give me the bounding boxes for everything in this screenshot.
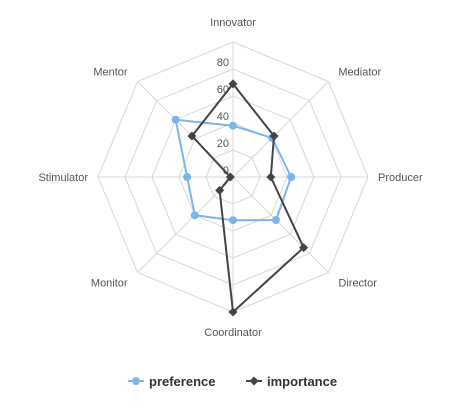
point-importance-mentor[interactable] bbox=[187, 131, 197, 141]
legend-item-preference[interactable]: preference bbox=[128, 374, 215, 389]
legend-marker-preference bbox=[132, 377, 140, 385]
point-preference-monitor[interactable] bbox=[190, 211, 199, 220]
point-preference-innovator[interactable] bbox=[229, 121, 237, 130]
grid-spoke-monitor bbox=[137, 176, 234, 273]
point-importance-monitor[interactable] bbox=[215, 185, 225, 195]
axis-label-producer: Producer bbox=[378, 172, 423, 184]
point-preference-director[interactable] bbox=[272, 216, 280, 224]
axis-label-director: Director bbox=[338, 277, 377, 289]
point-importance-producer[interactable] bbox=[266, 172, 276, 182]
legend-item-importance[interactable]: importance bbox=[246, 374, 337, 389]
legend-label-preference[interactable]: preference bbox=[149, 374, 215, 389]
point-preference-stimulator[interactable] bbox=[183, 173, 192, 181]
legend-marker-importance bbox=[249, 376, 259, 386]
grid-spoke-mentor bbox=[137, 81, 234, 178]
series-preference bbox=[171, 115, 296, 225]
axis-label-stimulator: Stimulator bbox=[38, 172, 88, 184]
axis-label-innovator: Innovator bbox=[210, 17, 256, 29]
grid-spoke-director bbox=[232, 176, 329, 273]
legend-label-importance[interactable]: importance bbox=[267, 374, 337, 389]
axis-label-coordinator: Coordinator bbox=[204, 327, 262, 339]
series bbox=[171, 79, 309, 317]
tick-label-40: 40 bbox=[217, 111, 229, 123]
point-preference-producer[interactable] bbox=[287, 173, 296, 181]
point-importance-coordinator[interactable] bbox=[228, 307, 238, 317]
point-importance-stimulator[interactable] bbox=[225, 172, 235, 182]
tick-label-20: 20 bbox=[217, 138, 229, 150]
axis-label-mediator: Mediator bbox=[338, 67, 381, 79]
point-importance-director[interactable] bbox=[299, 243, 309, 253]
legend[interactable]: preference importance bbox=[128, 374, 337, 389]
point-importance-innovator[interactable] bbox=[228, 79, 238, 89]
series-importance bbox=[187, 79, 309, 317]
point-importance-mediator[interactable] bbox=[269, 131, 279, 141]
point-preference-coordinator[interactable] bbox=[229, 216, 237, 225]
point-preference-mentor[interactable] bbox=[171, 115, 180, 124]
grid-spoke-mediator bbox=[232, 81, 329, 178]
axis-label-mentor: Mentor bbox=[93, 67, 128, 79]
tick-label-80: 80 bbox=[217, 57, 229, 69]
axis-label-monitor: Monitor bbox=[91, 277, 128, 289]
axis-labels: Innovator Mediator Producer Director Coordin… bbox=[38, 17, 423, 339]
